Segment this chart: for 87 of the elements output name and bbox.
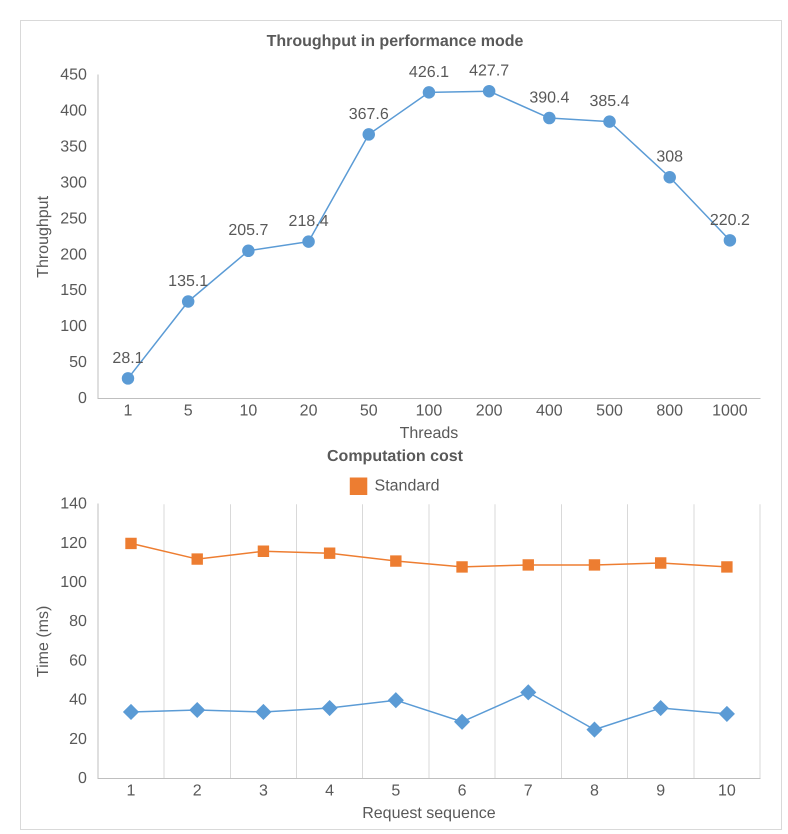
point (543, 112, 556, 124)
y-tick-label: 50 (69, 354, 87, 372)
x-tick-label: 9 (656, 782, 666, 800)
point (390, 555, 402, 567)
x-tick-label: 10 (239, 402, 258, 420)
point (652, 700, 668, 716)
point (362, 128, 376, 141)
point (182, 295, 194, 308)
y-tick-label: 0 (78, 770, 87, 788)
x-tick-label: 8 (590, 782, 600, 800)
point (520, 684, 536, 700)
point (256, 704, 272, 720)
x-tick-label: 1000 (712, 402, 748, 420)
point (122, 372, 134, 385)
data-label: 390.4 (529, 89, 570, 106)
y-tick-label: 100 (60, 574, 87, 592)
y-tick-label: 400 (60, 102, 87, 120)
x-tick-label: 400 (536, 402, 563, 420)
x-axis-title: Request sequence (362, 804, 496, 822)
x-axis-title: Threads (400, 424, 458, 442)
data-label: 308 (656, 148, 684, 166)
y-tick-label: 60 (69, 652, 87, 670)
x-tick-label: 4 (325, 782, 334, 800)
x-tick-label: 500 (596, 402, 623, 420)
point (482, 84, 496, 98)
data-label: 28.1 (112, 350, 144, 367)
point (719, 706, 735, 722)
x-tick-label: 3 (258, 782, 268, 800)
point (454, 714, 470, 730)
y-tick-label: 200 (60, 246, 87, 264)
point (721, 561, 733, 573)
x-tick-label: 1 (126, 782, 136, 800)
point (724, 234, 736, 247)
x-tick-label: 6 (458, 782, 467, 800)
x-tick-label: 2 (192, 782, 202, 800)
data-label: 385.4 (590, 93, 630, 110)
y-tick-label: 350 (60, 138, 87, 156)
y-tick-label: 250 (60, 210, 87, 228)
point (302, 235, 315, 248)
data-label: 205.7 (228, 222, 268, 240)
point (242, 244, 255, 258)
y-tick-label: 140 (60, 496, 87, 513)
chart-title: Throughput in performance mode (266, 33, 524, 50)
x-tick-label: 200 (476, 402, 503, 420)
y-tick-label: 80 (69, 613, 87, 630)
y-tick-label: 100 (60, 318, 87, 336)
point (663, 171, 676, 184)
x-tick-label: 20 (300, 402, 318, 420)
point (603, 115, 616, 128)
point (258, 546, 270, 557)
y-axis-title: Throughput (35, 195, 52, 278)
chart-title: Computation cost (327, 448, 464, 466)
x-tick-label: 100 (416, 402, 442, 420)
x-tick-label: 10 (718, 782, 736, 800)
point (588, 559, 600, 571)
data-label: 220.2 (710, 212, 750, 229)
y-tick-label: 150 (60, 282, 87, 300)
point (192, 553, 203, 565)
point (522, 559, 534, 571)
legend-label: Standard (374, 478, 440, 495)
y-tick-label: 20 (69, 730, 87, 748)
point (586, 722, 602, 738)
point (322, 700, 338, 716)
x-tick-label: 1 (124, 402, 133, 420)
x-tick-label: 800 (656, 402, 684, 420)
y-tick-label: 120 (60, 534, 87, 552)
y-tick-label: 300 (60, 174, 87, 192)
point (654, 557, 666, 569)
x-tick-label: 7 (524, 782, 533, 800)
y-tick-label: 450 (60, 66, 87, 84)
x-tick-label: 5 (184, 402, 193, 420)
data-label: 427.7 (469, 62, 510, 80)
point (123, 704, 139, 720)
point (125, 538, 137, 550)
point (456, 561, 468, 573)
point (422, 86, 436, 99)
x-tick-label: 5 (391, 782, 400, 800)
y-tick-label: 40 (69, 692, 87, 709)
y-tick-label: 0 (78, 390, 87, 408)
point (388, 692, 404, 708)
data-label: 426.1 (408, 64, 450, 81)
point (189, 702, 205, 718)
point (324, 548, 336, 559)
y-axis-title: Time (ms) (35, 606, 52, 678)
x-tick-label: 50 (360, 402, 378, 420)
data-label: 367.6 (348, 106, 389, 123)
data-label: 135.1 (168, 272, 208, 290)
